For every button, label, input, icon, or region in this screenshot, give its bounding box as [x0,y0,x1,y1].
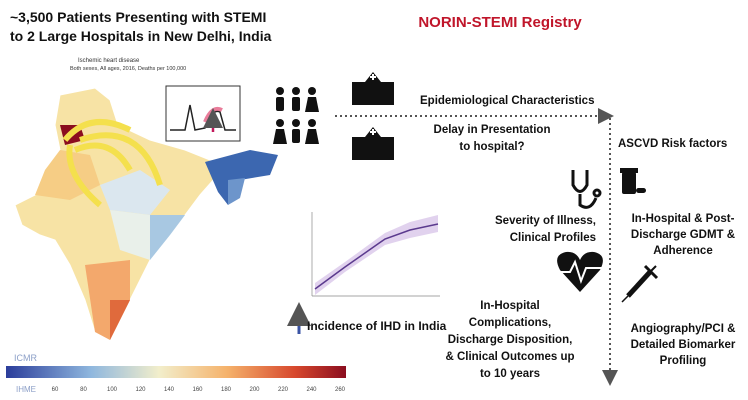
stage-label: Delay in Presentation [434,124,551,136]
scale-tick: 60 [52,387,59,393]
scale-tick: 180 [221,387,232,393]
map-title: Ischemic heart disease [78,58,140,64]
scale-tick: 240 [306,387,317,393]
syringe-icon [621,264,659,303]
scale-tick: 260 [335,387,346,393]
stage-label: In-Hospital & Post- [632,213,735,225]
stage-label: ASCVD Risk factors [618,138,727,150]
scale-tick: 120 [135,387,146,393]
header-title: to 2 Large Hospitals in New Delhi, India [10,28,272,44]
stage-label: Profiling [660,355,707,367]
registry-title: NORIN-STEMI Registry [418,14,582,31]
stage-label: Discharge Disposition, [448,334,573,346]
india-map [14,87,278,341]
stage-label: & Clinical Outcomes up [445,351,574,363]
heart-icon [557,251,603,292]
stage-label: to hospital? [459,141,524,153]
header-title: ~3,500 Patients Presenting with STEMI [10,9,266,25]
stage-label: In-Hospital [480,300,539,312]
stage-label: Discharge GDMT & [631,229,735,241]
stage-label: Clinical Profiles [510,232,596,244]
stage-label: to 10 years [480,368,540,380]
scale-tick: 80 [80,387,87,393]
texts: ~3,500 Patients Presenting with STEMI to … [10,9,736,394]
ecg-inset [165,85,241,142]
scale-tick: 100 [107,387,118,393]
logo: IHME [16,385,36,394]
stage-label: Epidemiological Characteristics [420,95,594,107]
map-subtitle: Both sexes, All ages, 2016, Deaths per 1… [70,66,186,72]
scale-tick: 140 [164,387,175,393]
scale-tick: 220 [278,387,289,393]
people-icon [273,87,319,144]
stage-label: Adherence [653,245,712,257]
color-scale [6,366,346,378]
inset-caption: Incidence of IHD in India [307,319,447,333]
stage-label: Complications, [469,317,551,329]
logo: ICMR [14,353,37,363]
stethoscope-icon [571,170,602,209]
stage-label: Severity of Illness, [495,215,596,227]
stage-label: Detailed Biomarker [631,339,736,351]
hospital-icon [352,72,394,160]
pills-icon [620,168,646,194]
scale-tick: 160 [192,387,203,393]
scale-tick: 200 [249,387,260,393]
stage-label: Angiography/PCI & [631,323,736,335]
incidence-inset [287,212,440,334]
